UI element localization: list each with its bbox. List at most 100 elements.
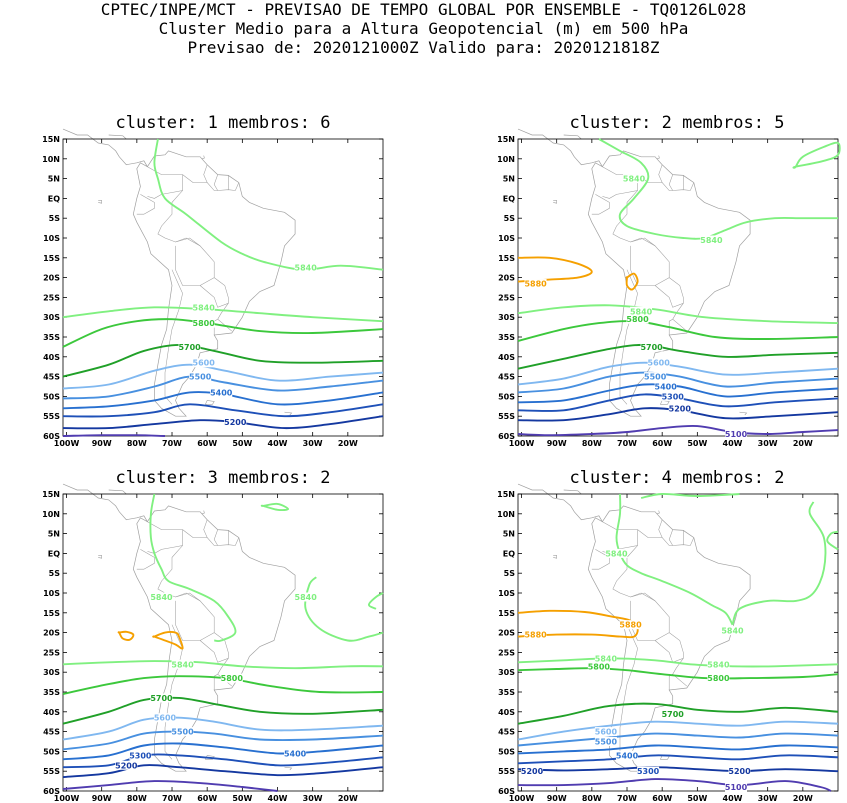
- lon-tick-label: 40W: [268, 439, 288, 448]
- contour-label-bg: [210, 387, 233, 397]
- country-border: [136, 549, 155, 570]
- contour-label: 5800: [193, 319, 216, 328]
- lat-tick-label: 5N: [48, 175, 60, 184]
- lon-tick-label: 60W: [652, 439, 672, 448]
- coastline-central-america: [517, 483, 603, 522]
- contour-label-bg: [192, 318, 215, 328]
- contour-label: 5800: [588, 662, 611, 671]
- lon-tick-label: 80W: [127, 794, 147, 803]
- map-panel-4: 15N 10N 5N EQ 5S 10S 15S 20S 25S 30S 35S 40S 45S 50S 5…: [497, 483, 839, 803]
- contour-5840: [260, 502, 290, 512]
- lat-tick-label: 30S: [43, 313, 60, 322]
- contour-label-bg: [192, 302, 215, 312]
- contour-label: 5880: [524, 280, 547, 289]
- lat-tick-label: 15N: [42, 490, 60, 499]
- lat-tick-label: 60S: [498, 787, 515, 796]
- contour-5100: [517, 778, 832, 792]
- lat-tick-label: 25S: [498, 293, 515, 302]
- lat-tick-label: 45S: [43, 373, 60, 382]
- country-border: [668, 318, 673, 335]
- island-outline: [204, 400, 215, 405]
- contour-5300: [517, 754, 839, 765]
- coastline-south-america: [132, 505, 296, 772]
- contour-label-bg: [587, 661, 610, 671]
- contour-label-bg: [524, 630, 547, 640]
- lon-tick-label: 70W: [617, 439, 637, 448]
- contour-5840: [731, 501, 827, 626]
- lat-tick-label: 25S: [498, 648, 515, 657]
- contour-5840: [62, 660, 384, 670]
- country-border: [591, 194, 610, 215]
- lat-tick-label: 30S: [43, 668, 60, 677]
- country-border: [630, 592, 656, 602]
- contour-5600: [517, 720, 839, 741]
- country-border: [182, 174, 208, 183]
- contour-label-bg: [220, 673, 243, 683]
- country-border: [619, 624, 638, 760]
- lat-tick-label: 50S: [498, 392, 515, 401]
- contour-label-bg: [647, 358, 670, 368]
- country-border: [213, 529, 218, 546]
- contour-label-bg: [171, 727, 194, 737]
- panel-3-title: cluster: 3 membros: 2: [115, 468, 331, 488]
- lat-tick-label: 10N: [497, 510, 515, 519]
- lat-tick-label: 15S: [498, 254, 515, 263]
- lat-tick-label: 55S: [498, 412, 515, 421]
- island-outline: [284, 766, 293, 771]
- contour-label: 5800: [221, 674, 244, 683]
- contour-label: 5800: [707, 674, 730, 683]
- country-border: [213, 174, 218, 191]
- contour-5400: [62, 391, 384, 410]
- contour-label: 5700: [662, 710, 685, 719]
- contour-label-bg: [619, 620, 642, 630]
- header-line-2: Cluster Medio para a Altura Geopotencial…: [158, 19, 689, 38]
- contour-label-bg: [192, 358, 215, 368]
- country-border: [147, 521, 183, 554]
- contour-label: 5600: [193, 359, 216, 368]
- contour-5500: [517, 371, 839, 394]
- lon-tick-label: 30W: [303, 439, 323, 448]
- lon-tick-label: 100W: [54, 794, 80, 803]
- lon-tick-label: 90W: [547, 439, 567, 448]
- contour-label: 5100: [725, 783, 748, 792]
- contour-label: 5200: [115, 761, 138, 770]
- country-border: [619, 269, 638, 405]
- lat-tick-label: 45S: [498, 728, 515, 737]
- contour-label: 5600: [648, 359, 671, 368]
- island-outline: [284, 411, 293, 416]
- island-outline: [201, 155, 205, 160]
- contour-label-bg: [178, 342, 201, 352]
- contour-5840: [792, 141, 841, 169]
- country-border: [136, 194, 155, 215]
- map-frame: [517, 138, 839, 437]
- contour-label-bg: [630, 306, 653, 316]
- lat-tick-label: 15S: [43, 254, 60, 263]
- contour-label-bg: [725, 782, 748, 792]
- contour-label-bg: [150, 592, 173, 602]
- coastline-caribbean: [108, 489, 127, 495]
- lon-tick-label: 100W: [509, 794, 535, 803]
- contour-label: 5200: [728, 767, 751, 776]
- country-border: [164, 624, 183, 760]
- lat-tick-label: 15N: [497, 490, 515, 499]
- contour-label-bg: [661, 391, 684, 401]
- contour-label: 5800: [626, 315, 649, 324]
- contour-label-bg: [521, 766, 544, 776]
- contour-label: 5840: [721, 627, 744, 636]
- contour-label: 5500: [644, 373, 667, 382]
- contour-label-bg: [115, 760, 138, 770]
- contour-label-bg: [700, 235, 723, 245]
- lat-tick-label: 10S: [498, 234, 515, 243]
- contour-label: 5840: [595, 654, 618, 663]
- contour-label-bg: [725, 429, 748, 439]
- island-outline: [739, 411, 748, 416]
- contour-label-bg: [644, 372, 667, 382]
- lat-tick-label: 30S: [498, 313, 515, 322]
- lon-tick-label: 60W: [197, 794, 217, 803]
- country-border: [630, 600, 670, 641]
- contour-label: 5400: [284, 749, 307, 758]
- lat-tick-label: 45S: [43, 728, 60, 737]
- contour-5200: [62, 764, 384, 779]
- lat-tick-label: 50S: [498, 747, 515, 756]
- contour-label-bg: [129, 750, 152, 760]
